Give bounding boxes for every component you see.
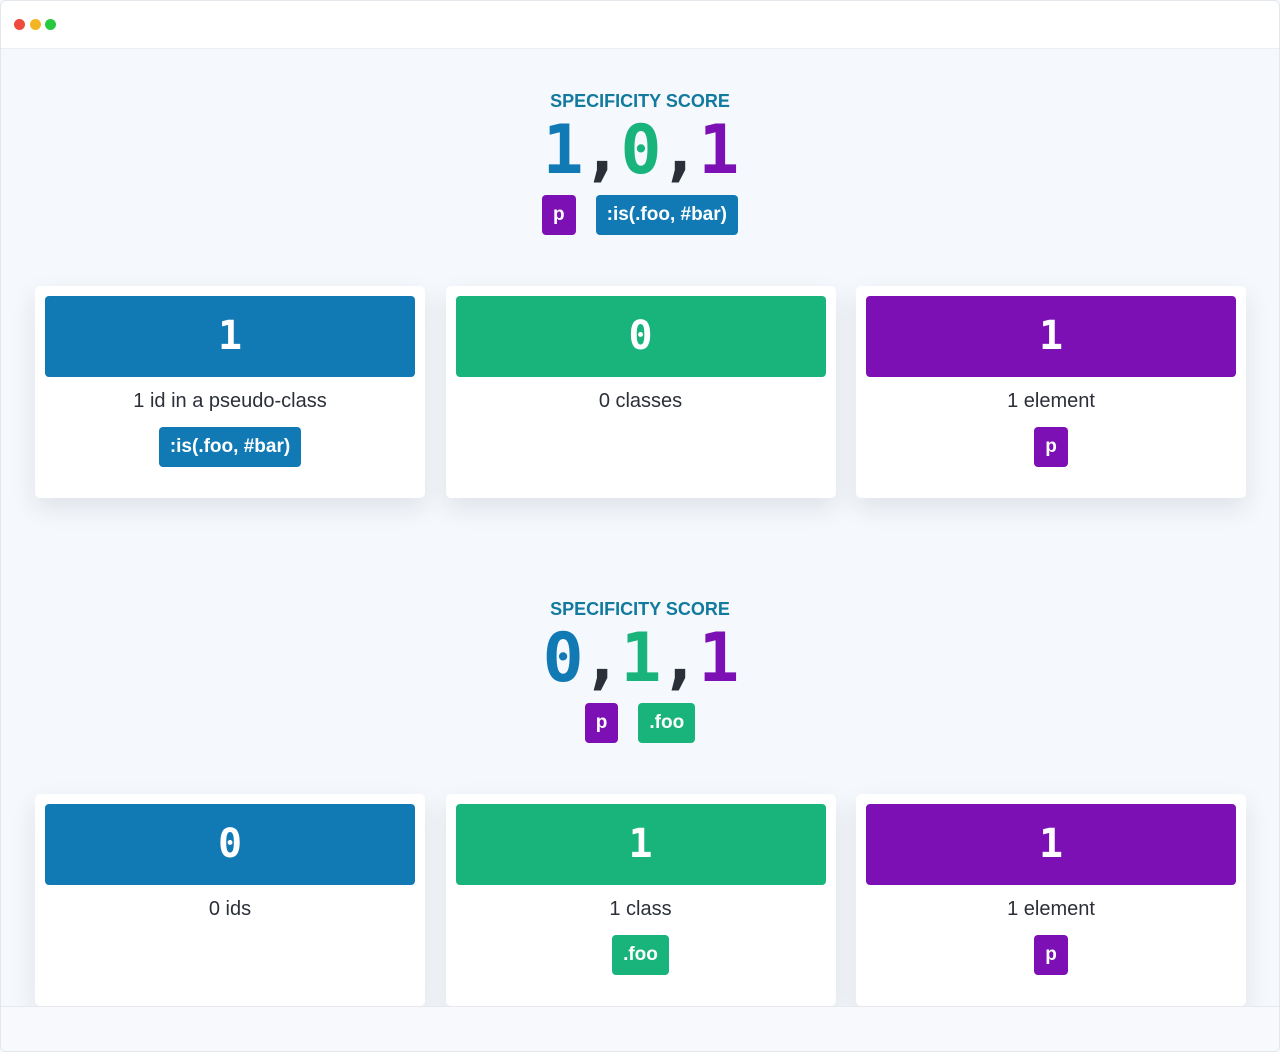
score-digit: 1 [542, 111, 584, 190]
score-digit: 0 [620, 111, 662, 190]
selector-tags: p .foo [1, 703, 1279, 743]
specificity-card: 1 1 element p [856, 286, 1246, 498]
selector-tag: p [1034, 427, 1068, 467]
card-tags: .foo [446, 935, 836, 975]
description: 1 id in a pseudo-class [133, 390, 327, 412]
score: 0,1,1 [1, 621, 1279, 697]
score-label: SPECIFICITY SCORE [550, 599, 730, 619]
description: 1 element [1007, 898, 1095, 920]
card-tags: p [856, 427, 1246, 467]
footer [1, 1006, 1279, 1051]
minimize-button[interactable] [30, 19, 41, 30]
specificity-panel: SPECIFICITY SCORE 1,0,1 p:is(.foo, #bar) 1 1… [1, 49, 1279, 557]
selector-tags: p :is(.foo, #bar) [1, 195, 1279, 235]
separator: , [581, 619, 623, 698]
score: 1,0,1 [1, 113, 1279, 189]
score-digit: 1 [698, 619, 739, 698]
count-bar: 1 [866, 296, 1236, 377]
maximize-button[interactable] [45, 19, 56, 30]
specificity-panel: SPECIFICITY SCORE 0,1,1 p .foo 0 0 ids 1 1 clas… [1, 557, 1279, 1006]
selector-tag: .foo [612, 935, 669, 975]
specificity-card: 0 0 ids [35, 794, 425, 1006]
separator: , [659, 619, 700, 698]
selector-tag: .foo [638, 703, 696, 743]
count-bar: 1 [455, 804, 826, 885]
selector-tag: p [1034, 935, 1068, 975]
title-bar [1, 1, 1279, 49]
count-bar: 0 [455, 296, 826, 377]
description: 1 class [609, 898, 672, 920]
specificity-card: 1 1 element p [856, 794, 1246, 1006]
selector-tag: :is(.foo, #bar) [595, 195, 738, 235]
specificity-card: 1 1 id in a pseudo-class :is(.foo, #bar) [35, 286, 425, 498]
selector-tag: p [542, 195, 576, 235]
specificity-card: 0 0 classes [445, 286, 836, 498]
count-bar: 1 [866, 804, 1236, 885]
score-label: SPECIFICITY SCORE [550, 91, 730, 111]
card-tags: p [856, 935, 1246, 975]
score-digit: 1 [698, 111, 739, 190]
score-digit: 1 [620, 619, 662, 698]
score-digit: 0 [542, 619, 584, 698]
specificity-card: 1 1 class .foo [445, 794, 836, 1006]
separator: , [659, 111, 700, 190]
separator: , [581, 111, 623, 190]
selector-tag: p [584, 703, 619, 743]
description: 1 element [1007, 390, 1095, 412]
count-bar: 1 [45, 296, 415, 377]
close-button[interactable] [14, 19, 25, 30]
count-bar: 0 [45, 804, 415, 885]
description: 0 ids [208, 898, 252, 920]
description: 0 classes [598, 390, 683, 412]
selector-tag: :is(.foo, #bar) [158, 427, 302, 467]
content: SPECIFICITY SCORE 1,0,1 p:is(.foo, #bar) 1 1… [1, 49, 1279, 1006]
card-tags: :is(.foo, #bar) [35, 427, 425, 467]
